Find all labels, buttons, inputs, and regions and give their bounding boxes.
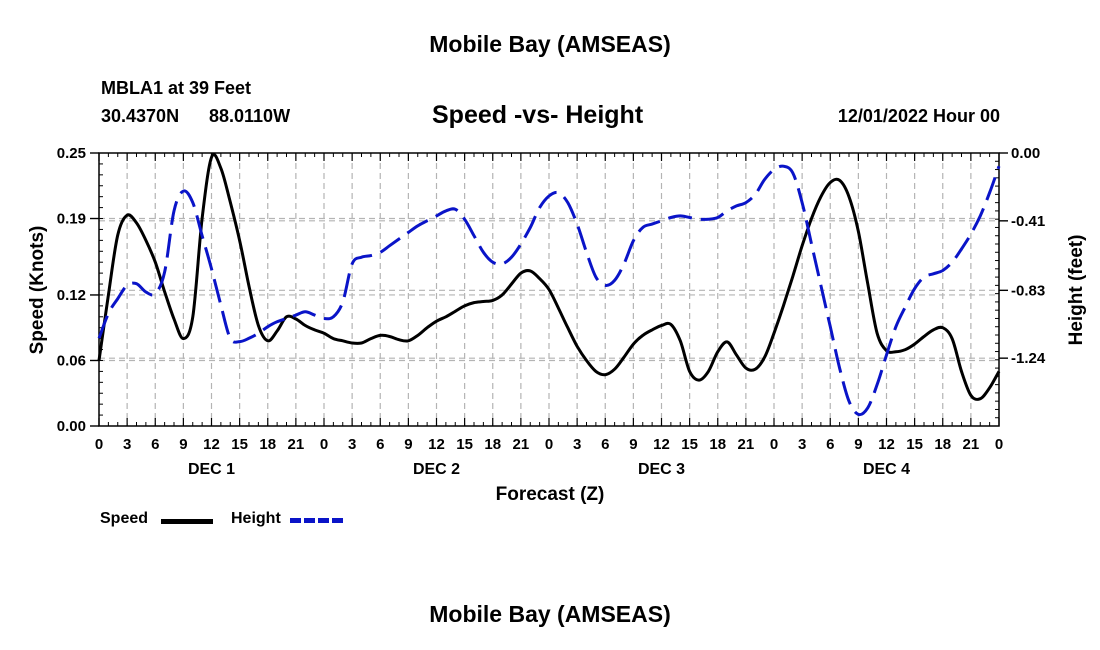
legend-speed-swatch — [161, 519, 213, 524]
x-tick-label: 15 — [681, 436, 698, 453]
x-tick-label: 18 — [259, 436, 276, 453]
series-layer — [97, 153, 1001, 417]
y2-tick-label: -1.24 — [1011, 350, 1046, 367]
x-tick-label: 0 — [770, 436, 778, 453]
day-label: DEC 2 — [413, 461, 460, 478]
legend-height-swatch — [290, 518, 343, 523]
x-tick-label: 3 — [123, 436, 131, 453]
x-axis-label: Forecast (Z) — [496, 484, 605, 505]
height-series-line — [97, 164, 1001, 417]
y-tick-label: 0.00 — [57, 418, 86, 435]
speed-series-line — [97, 153, 1001, 401]
x-tick-label: 9 — [404, 436, 412, 453]
x-tick-label: 9 — [179, 436, 187, 453]
y-tick-label: 0.06 — [57, 352, 86, 369]
day-label: DEC 1 — [188, 461, 235, 478]
grid-layer — [99, 153, 999, 426]
legend-speed-label: Speed — [100, 510, 149, 527]
page-title: Mobile Bay (AMSEAS) — [429, 31, 671, 57]
x-tick-label: 15 — [456, 436, 473, 453]
x-tick-label: 0 — [545, 436, 553, 453]
y-axis-label: Speed (Knots) — [27, 226, 48, 355]
x-tick-label: 18 — [709, 436, 726, 453]
x-tick-label: 12 — [653, 436, 670, 453]
chart-title: Speed -vs- Height — [432, 101, 644, 129]
x-tick-label: 0 — [995, 436, 1003, 453]
x-tick-label: 12 — [878, 436, 895, 453]
x-tick-label: 15 — [231, 436, 248, 453]
x-tick-label: 21 — [288, 436, 305, 453]
x-tick-label: 9 — [854, 436, 862, 453]
station-longitude: 88.0110W — [209, 106, 291, 126]
day-label: DEC 3 — [638, 461, 685, 478]
y2-axis-label: Height (feet) — [1066, 235, 1087, 346]
x-tick-label: 15 — [906, 436, 923, 453]
day-label: DEC 4 — [863, 461, 910, 478]
y-tick-label: 0.19 — [57, 211, 86, 228]
x-tick-label: 12 — [428, 436, 445, 453]
x-tick-label: 0 — [320, 436, 328, 453]
x-tick-label: 6 — [601, 436, 609, 453]
speed-height-chart: 0 3 6 9 12 15 18 21 0 3 6 9 12 15 18 21 0 3 6 9 12 15 18 21 0 3 6 9… — [27, 145, 1087, 505]
forecast-start: 12/01/2022 Hour 00 — [837, 106, 1000, 126]
x-tick-label: 12 — [203, 436, 220, 453]
y2-tick-label: -0.41 — [1011, 213, 1045, 230]
plot-frame — [98, 152, 1000, 427]
x-tick-label: 6 — [376, 436, 384, 453]
x-tick-label: 18 — [484, 436, 501, 453]
y2-tick-label: -0.83 — [1011, 282, 1045, 299]
y-tick-label: 0.12 — [57, 287, 86, 304]
y-tick-label: 0.25 — [57, 145, 86, 162]
axes-layer — [90, 152, 1008, 427]
x-tick-label: 21 — [738, 436, 755, 453]
y2-tick-label: 0.00 — [1011, 145, 1040, 162]
station-latitude: 30.4370N — [101, 106, 180, 126]
station-name: MBLA1 at 39 Feet — [101, 78, 252, 98]
x-tick-label: 9 — [629, 436, 637, 453]
x-tick-label: 21 — [513, 436, 530, 453]
x-tick-label: 6 — [151, 436, 159, 453]
x-tick-label: 21 — [963, 436, 980, 453]
x-tick-label: 18 — [934, 436, 951, 453]
x-tick-label: 3 — [798, 436, 806, 453]
x-tick-label: 6 — [826, 436, 834, 453]
x-tick-label: 3 — [348, 436, 356, 453]
legend-height-label: Height — [231, 510, 281, 527]
x-tick-label: 0 — [95, 436, 103, 453]
labels-layer: 0 3 6 9 12 15 18 21 0 3 6 9 12 15 18 21 0 3 6 9 12 15 18 21 0 3 6 9… — [57, 145, 1046, 478]
bottom-title: Mobile Bay (AMSEAS) — [429, 601, 671, 627]
x-tick-label: 3 — [573, 436, 581, 453]
